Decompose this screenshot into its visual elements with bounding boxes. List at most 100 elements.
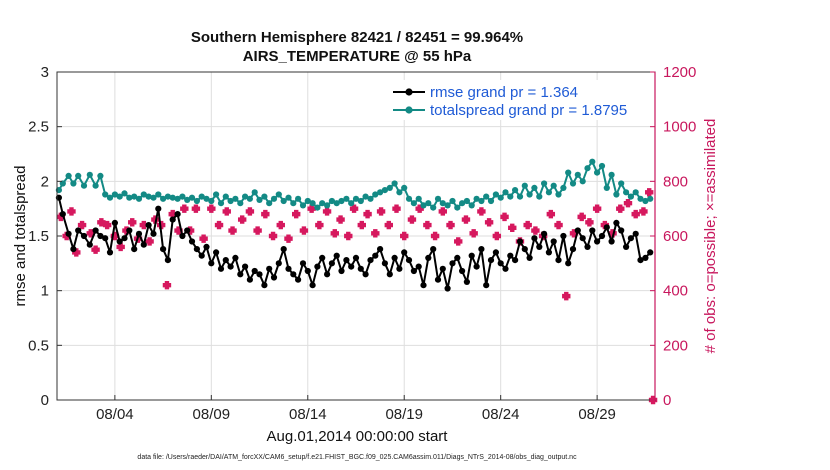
series-0-point-75 — [420, 282, 427, 289]
series-1-point-115 — [613, 191, 620, 198]
obs-marker-40 — [322, 207, 332, 216]
series-1-point-85 — [468, 202, 475, 209]
series-0-point-21 — [160, 246, 167, 253]
obs-marker-35 — [284, 234, 293, 243]
series-1-point-119 — [632, 189, 639, 196]
obs-marker-10 — [116, 242, 125, 252]
series-1-point-3 — [70, 180, 77, 187]
series-0-point-107 — [574, 227, 581, 234]
series-0-point-7 — [92, 227, 99, 234]
series-1-point-1 — [59, 180, 66, 187]
x-axis-label: Aug.01,2014 00:00:00 start — [267, 428, 449, 445]
series-1-point-110 — [589, 158, 596, 165]
series-0-point-91 — [497, 260, 504, 267]
series-1-point-18 — [145, 193, 152, 200]
obs-marker-25 — [207, 204, 216, 213]
series-0-point-82 — [454, 254, 461, 261]
series-0-point-80 — [444, 285, 451, 292]
series-0-point-77 — [430, 246, 437, 253]
series-1-point-111 — [594, 169, 601, 176]
series-1-point-95 — [516, 193, 524, 200]
series-1-point-49 — [295, 195, 302, 202]
series-0-point-6 — [86, 241, 93, 248]
series-0-point-52 — [309, 282, 316, 289]
series-0-point-25 — [179, 232, 186, 240]
series-0-point-87 — [478, 246, 485, 253]
series-1-point-112 — [598, 162, 606, 170]
obs-marker-60 — [469, 229, 478, 238]
obs-marker-32 — [261, 209, 270, 219]
series-1-point-73 — [410, 200, 417, 207]
series-1-point-35 — [227, 197, 234, 205]
series-0-point-55 — [324, 271, 331, 278]
series-0-point-28 — [193, 246, 200, 253]
obs-marker-42 — [336, 215, 345, 224]
series-1-point-121 — [642, 197, 649, 205]
series-1-point-104 — [560, 184, 567, 191]
obs-marker-71 — [554, 220, 563, 230]
obs-marker-70 — [546, 209, 556, 219]
series-1-point-122 — [647, 195, 654, 202]
series-1-point-51 — [304, 197, 311, 205]
obs-marker-6 — [91, 245, 100, 254]
series-1-point-69 — [391, 180, 398, 187]
obs-marker-82 — [639, 207, 648, 216]
obs-marker-54 — [423, 220, 432, 230]
obs-marker-68 — [531, 226, 540, 235]
series-1-point-14 — [126, 194, 133, 201]
legend-spread-label: totalspread grand pr = 1.8795 — [430, 102, 627, 119]
obs-marker-61 — [477, 207, 486, 216]
series-1-point-60 — [348, 200, 355, 207]
series-1-point-50 — [299, 202, 307, 209]
series-0-point-97 — [526, 254, 533, 261]
series-0-point-92 — [502, 265, 509, 272]
obs-marker-31 — [253, 226, 262, 235]
y-right-tick-label-1: 200 — [663, 337, 688, 354]
series-0-point-39 — [246, 276, 253, 283]
series-0-point-30 — [203, 243, 210, 250]
legend-box — [388, 80, 652, 120]
series-1-point-103 — [555, 191, 562, 198]
series-1-point-54 — [319, 200, 326, 207]
y-left-tick-label-2: 1 — [41, 283, 49, 300]
series-0-point-78 — [434, 276, 442, 283]
series-0-point-11 — [111, 219, 118, 226]
obs-marker-58 — [454, 237, 463, 246]
series-1-point-48 — [290, 200, 297, 207]
obs-marker-15 — [145, 237, 154, 246]
series-0-point-90 — [492, 249, 499, 256]
series-1-point-70 — [396, 189, 403, 196]
series-0-point-81 — [449, 260, 456, 267]
y-right-tick-label-2: 400 — [663, 283, 688, 300]
y-right-tick-label-4: 800 — [663, 173, 688, 190]
series-0-point-89 — [487, 257, 495, 264]
series-1-point-72 — [405, 195, 413, 202]
series-1-point-96 — [521, 182, 528, 189]
series-1-point-46 — [280, 197, 287, 205]
series-0-point-33 — [217, 265, 225, 272]
obs-marker-12 — [128, 218, 137, 227]
series-1-point-41 — [256, 196, 263, 203]
y-left-tick-label-3: 1.5 — [28, 228, 49, 245]
series-1-point-99 — [536, 193, 543, 200]
obs-marker-38 — [307, 204, 316, 213]
series-1-point-120 — [637, 195, 644, 202]
series-1-point-26 — [184, 196, 191, 203]
obs-marker-27 — [222, 207, 231, 216]
y-right-tick-label-5: 1000 — [663, 119, 696, 136]
series-0-point-119 — [632, 230, 639, 237]
obs-marker-65 — [508, 223, 517, 232]
series-0-point-64 — [367, 257, 374, 264]
legend-spread-marker — [405, 106, 413, 114]
x-tick-label-3: 08/19 — [385, 406, 423, 423]
series-1-point-76 — [425, 200, 432, 207]
series-0-point-13 — [121, 235, 128, 242]
obs-marker-67 — [523, 220, 532, 230]
series-1-point-52 — [309, 200, 316, 207]
series-0-point-48 — [290, 271, 297, 278]
obs-marker-34 — [276, 220, 285, 230]
x-tick-label-4: 08/24 — [482, 406, 520, 423]
obs-marker-23 — [191, 204, 201, 213]
obs-marker-83 — [645, 188, 654, 197]
series-1-point-118 — [627, 193, 635, 200]
